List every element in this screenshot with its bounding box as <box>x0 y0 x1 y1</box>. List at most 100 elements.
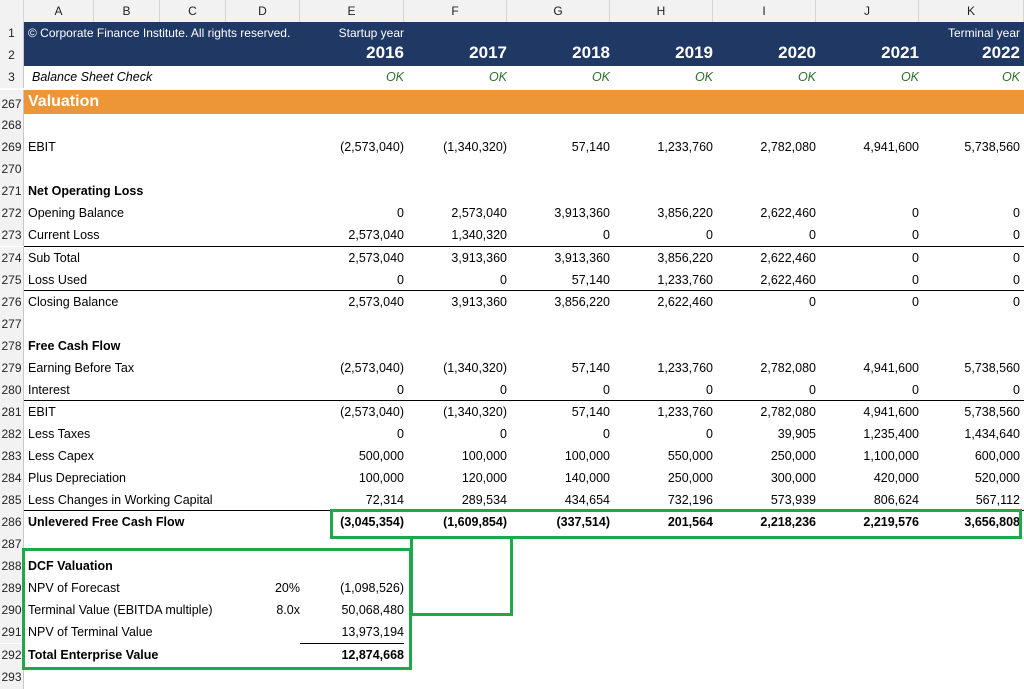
ebit-2018[interactable]: 57,140 <box>571 140 610 154</box>
column-header-i[interactable]: I <box>713 0 816 22</box>
taxes-2019[interactable]: 0 <box>706 427 713 441</box>
column-header-b[interactable]: B <box>94 0 160 22</box>
row-number-271[interactable]: 271 <box>0 180 24 202</box>
column-header-a[interactable]: A <box>24 0 94 22</box>
fcf-ebit-2016[interactable]: (2,573,040) <box>340 405 404 419</box>
ufcf-2019[interactable]: 201,564 <box>667 515 713 529</box>
column-header-f[interactable]: F <box>404 0 507 22</box>
row-number-289[interactable]: 289 <box>0 577 24 599</box>
row-number-287[interactable]: 287 <box>0 533 24 555</box>
column-header-g[interactable]: G <box>507 0 610 22</box>
subtotal-2018[interactable]: 3,913,360 <box>554 251 610 265</box>
subtotal-2017[interactable]: 3,913,360 <box>451 251 507 265</box>
column-header-k[interactable]: K <box>919 0 1024 22</box>
terminal-value-label[interactable]: Terminal Value (EBITDA multiple) <box>28 603 213 617</box>
ufcf-2020[interactable]: 2,218,236 <box>760 515 816 529</box>
ebit-2017[interactable]: (1,340,320) <box>443 140 507 154</box>
capex-2016[interactable]: 500,000 <box>358 449 404 463</box>
fcf-ebit-2022[interactable]: 5,738,560 <box>964 405 1020 419</box>
capex-2021[interactable]: 1,100,000 <box>863 449 919 463</box>
year-2016[interactable]: 2016 <box>366 43 404 62</box>
dep-2019[interactable]: 250,000 <box>667 471 713 485</box>
balance-check-label[interactable]: Balance Sheet Check <box>32 70 153 84</box>
closing-2020[interactable]: 0 <box>809 295 816 309</box>
ebt-2020[interactable]: 2,782,080 <box>760 361 816 375</box>
subtotal-label[interactable]: Sub Total <box>28 251 80 265</box>
closing-balance-label[interactable]: Closing Balance <box>28 295 119 309</box>
used-2018[interactable]: 57,140 <box>571 273 610 287</box>
row-number-283[interactable]: 283 <box>0 445 24 467</box>
opening-balance-label[interactable]: Opening Balance <box>28 206 124 220</box>
terminal-year-label[interactable]: Terminal year <box>947 26 1020 40</box>
ebit-2019[interactable]: 1,233,760 <box>657 140 713 154</box>
ebt-2016[interactable]: (2,573,040) <box>340 361 404 375</box>
closing-2022[interactable]: 0 <box>1013 295 1020 309</box>
interest-2017[interactable]: 0 <box>500 383 507 397</box>
year-2022[interactable]: 2022 <box>982 43 1020 62</box>
interest-2021[interactable]: 0 <box>912 383 919 397</box>
current-2020[interactable]: 0 <box>809 228 816 242</box>
subtotal-2021[interactable]: 0 <box>912 251 919 265</box>
wc-2016[interactable]: 72,314 <box>365 493 404 507</box>
ufcf-2021[interactable]: 2,219,576 <box>863 515 919 529</box>
column-header-h[interactable]: H <box>610 0 713 22</box>
row-number-3[interactable]: 3 <box>0 66 24 88</box>
used-2022[interactable]: 0 <box>1013 273 1020 287</box>
dep-2021[interactable]: 420,000 <box>873 471 919 485</box>
select-all-corner[interactable] <box>0 0 24 22</box>
opening-2021[interactable]: 0 <box>912 206 919 220</box>
capex-2017[interactable]: 100,000 <box>461 449 507 463</box>
wc-2021[interactable]: 806,624 <box>873 493 919 507</box>
used-2017[interactable]: 0 <box>500 273 507 287</box>
npv-terminal-value[interactable]: 13,973,194 <box>341 625 404 639</box>
wc-2020[interactable]: 573,939 <box>770 493 816 507</box>
check-2018[interactable]: OK <box>591 70 610 84</box>
current-loss-label[interactable]: Current Loss <box>28 228 100 242</box>
interest-label[interactable]: Interest <box>28 383 70 397</box>
row-number-272[interactable]: 272 <box>0 202 24 224</box>
ebit-2016[interactable]: (2,573,040) <box>340 140 404 154</box>
taxes-2017[interactable]: 0 <box>500 427 507 441</box>
ufcf-label[interactable]: Unlevered Free Cash Flow <box>28 515 185 529</box>
row-number-290[interactable]: 290 <box>0 599 24 621</box>
valuation-section-title[interactable]: Valuation <box>28 93 100 110</box>
opening-2018[interactable]: 3,913,360 <box>554 206 610 220</box>
row-number-276[interactable]: 276 <box>0 291 24 313</box>
interest-2018[interactable]: 0 <box>603 383 610 397</box>
current-2018[interactable]: 0 <box>603 228 610 242</box>
startup-year-label[interactable]: Startup year <box>338 26 404 40</box>
row-number-274[interactable]: 274 <box>0 247 24 269</box>
used-2019[interactable]: 1,233,760 <box>657 273 713 287</box>
opening-2016[interactable]: 0 <box>397 206 404 220</box>
current-2022[interactable]: 0 <box>1013 228 1020 242</box>
capex-2020[interactable]: 250,000 <box>770 449 816 463</box>
used-2020[interactable]: 2,622,460 <box>760 273 816 287</box>
dep-2020[interactable]: 300,000 <box>770 471 816 485</box>
ebt-2021[interactable]: 4,941,600 <box>863 361 919 375</box>
row-number-277[interactable]: 277 <box>0 313 24 335</box>
fcf-ebit-2018[interactable]: 57,140 <box>571 405 610 419</box>
closing-2017[interactable]: 3,913,360 <box>451 295 507 309</box>
column-header-c[interactable]: C <box>160 0 226 22</box>
taxes-2021[interactable]: 1,235,400 <box>863 427 919 441</box>
wc-2018[interactable]: 434,654 <box>564 493 610 507</box>
current-2019[interactable]: 0 <box>706 228 713 242</box>
dcf-title[interactable]: DCF Valuation <box>28 559 113 573</box>
year-2021[interactable]: 2021 <box>881 43 919 62</box>
tev-label[interactable]: Total Enterprise Value <box>28 648 159 662</box>
ufcf-2022[interactable]: 3,656,808 <box>964 515 1020 529</box>
used-2021[interactable]: 0 <box>912 273 919 287</box>
taxes-2016[interactable]: 0 <box>397 427 404 441</box>
ebt-2017[interactable]: (1,340,320) <box>443 361 507 375</box>
ebt-label[interactable]: Earning Before Tax <box>28 361 135 375</box>
year-2019[interactable]: 2019 <box>675 43 713 62</box>
year-2017[interactable]: 2017 <box>469 43 507 62</box>
subtotal-2016[interactable]: 2,573,040 <box>348 251 404 265</box>
fcf-ebit-2021[interactable]: 4,941,600 <box>863 405 919 419</box>
closing-2016[interactable]: 2,573,040 <box>348 295 404 309</box>
wc-2019[interactable]: 732,196 <box>667 493 713 507</box>
check-2022[interactable]: OK <box>1001 70 1020 84</box>
interest-2020[interactable]: 0 <box>809 383 816 397</box>
subtotal-2019[interactable]: 3,856,220 <box>657 251 713 265</box>
